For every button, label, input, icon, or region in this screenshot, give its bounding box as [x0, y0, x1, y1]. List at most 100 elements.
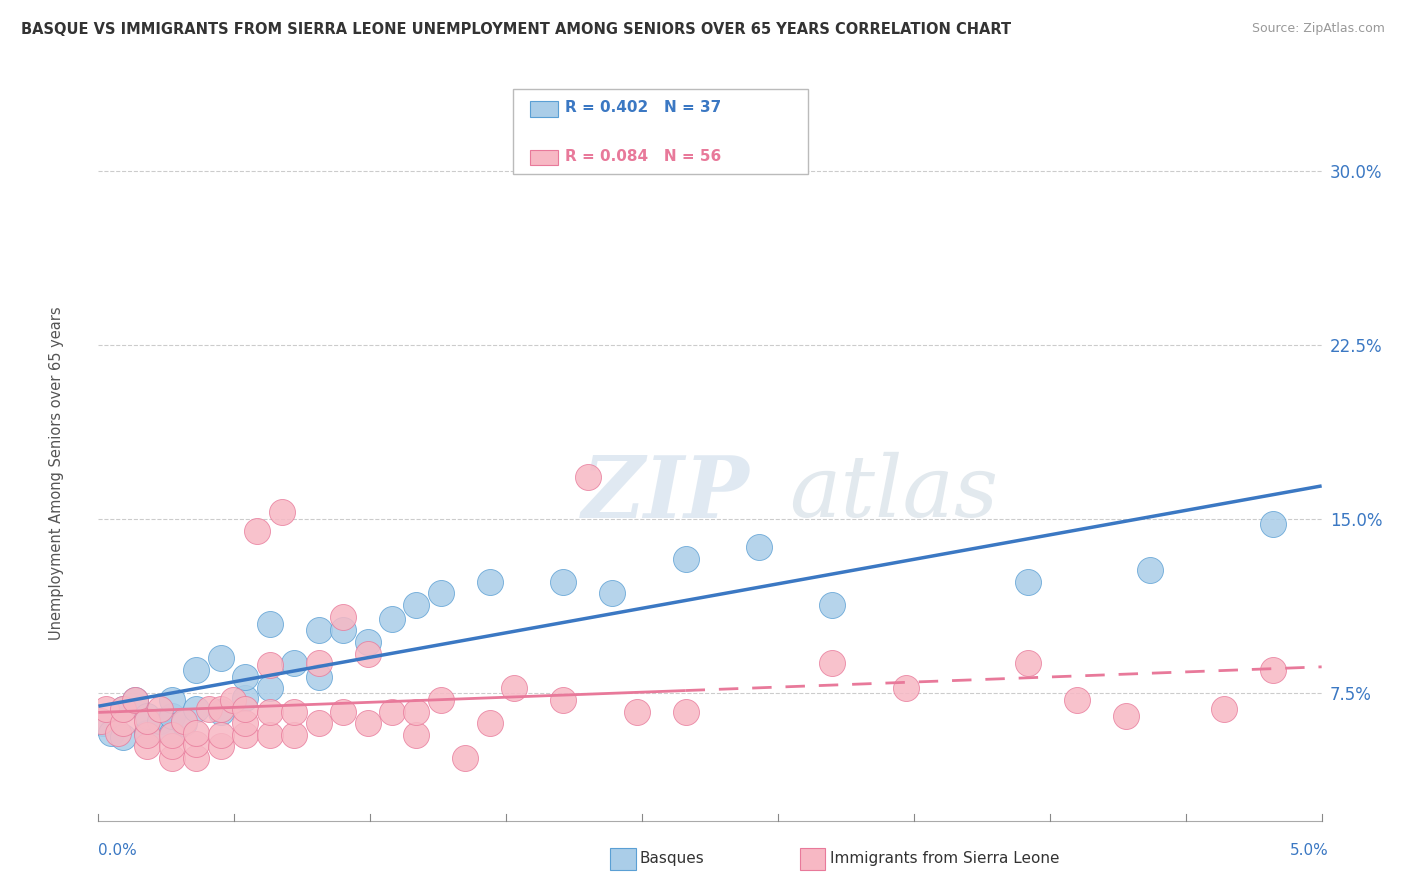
Point	[233, 716, 256, 731]
Point	[111, 702, 134, 716]
Point	[626, 705, 648, 719]
Point	[1212, 702, 1234, 716]
Point	[259, 616, 281, 631]
Text: R = 0.084   N = 56: R = 0.084 N = 56	[565, 149, 721, 163]
Point	[100, 725, 122, 739]
Point	[160, 728, 183, 742]
Point	[259, 681, 281, 696]
Point	[149, 702, 172, 716]
Point	[576, 470, 599, 484]
Point	[821, 656, 844, 670]
Point	[381, 612, 404, 626]
Point	[1017, 574, 1039, 589]
Point	[136, 739, 159, 754]
Point	[356, 635, 378, 649]
Point	[173, 714, 195, 728]
Point	[283, 656, 305, 670]
Point	[259, 705, 281, 719]
Point	[259, 728, 281, 742]
Point	[160, 751, 183, 765]
Point	[233, 670, 256, 684]
Point	[553, 574, 575, 589]
Point	[553, 693, 575, 707]
Point	[308, 656, 330, 670]
Point	[332, 609, 354, 624]
Point	[454, 751, 477, 765]
Point	[111, 716, 134, 731]
Point	[186, 663, 208, 677]
Point	[160, 725, 183, 739]
Point	[160, 693, 183, 707]
Point	[90, 714, 112, 728]
Point	[160, 739, 183, 754]
Point	[186, 751, 208, 765]
Point	[381, 705, 404, 719]
Point	[136, 709, 159, 723]
Y-axis label: Unemployment Among Seniors over 65 years: Unemployment Among Seniors over 65 years	[49, 306, 65, 640]
Point	[405, 598, 427, 612]
Point	[332, 624, 354, 638]
Point	[136, 728, 159, 742]
Point	[233, 690, 256, 705]
Point	[1066, 693, 1088, 707]
Text: R = 0.402   N = 37: R = 0.402 N = 37	[565, 101, 721, 115]
Point	[107, 725, 129, 739]
Text: Source: ZipAtlas.com: Source: ZipAtlas.com	[1251, 22, 1385, 36]
Point	[430, 586, 453, 600]
Point	[1017, 656, 1039, 670]
Point	[675, 551, 697, 566]
Point	[259, 658, 281, 673]
Point	[233, 702, 256, 716]
Text: 0.0%: 0.0%	[98, 843, 138, 858]
Point	[233, 728, 256, 742]
Text: ZIP: ZIP	[582, 452, 749, 535]
Point	[197, 702, 219, 716]
Text: Basques: Basques	[640, 852, 704, 866]
Point	[821, 598, 844, 612]
Point	[503, 681, 526, 696]
Point	[209, 728, 232, 742]
Text: 5.0%: 5.0%	[1289, 843, 1329, 858]
Point	[675, 705, 697, 719]
Point	[124, 693, 146, 707]
Text: atlas: atlas	[790, 452, 998, 535]
Point	[136, 714, 159, 728]
Point	[209, 702, 232, 716]
Point	[1261, 663, 1284, 677]
Point	[478, 574, 501, 589]
Point	[308, 624, 330, 638]
Point	[222, 693, 245, 707]
Point	[94, 702, 117, 716]
Point	[91, 716, 114, 731]
Point	[173, 716, 195, 731]
Point	[124, 693, 146, 707]
Point	[209, 651, 232, 665]
Point	[405, 728, 427, 742]
Point	[308, 716, 330, 731]
Point	[356, 716, 378, 731]
Point	[209, 739, 232, 754]
Point	[209, 705, 232, 719]
Point	[270, 505, 292, 519]
Point	[1261, 516, 1284, 531]
Point	[149, 714, 172, 728]
Point	[186, 725, 208, 739]
Point	[186, 737, 208, 751]
Point	[894, 681, 917, 696]
Point	[308, 670, 330, 684]
Point	[600, 586, 623, 600]
Point	[283, 705, 305, 719]
Point	[246, 524, 269, 538]
Point	[111, 730, 134, 744]
Point	[111, 702, 134, 716]
Point	[283, 728, 305, 742]
Point	[748, 540, 770, 554]
Text: BASQUE VS IMMIGRANTS FROM SIERRA LEONE UNEMPLOYMENT AMONG SENIORS OVER 65 YEARS : BASQUE VS IMMIGRANTS FROM SIERRA LEONE U…	[21, 22, 1011, 37]
Point	[186, 702, 208, 716]
Point	[430, 693, 453, 707]
Point	[136, 725, 159, 739]
Point	[1139, 563, 1161, 577]
Point	[356, 647, 378, 661]
Point	[478, 716, 501, 731]
Point	[405, 705, 427, 719]
